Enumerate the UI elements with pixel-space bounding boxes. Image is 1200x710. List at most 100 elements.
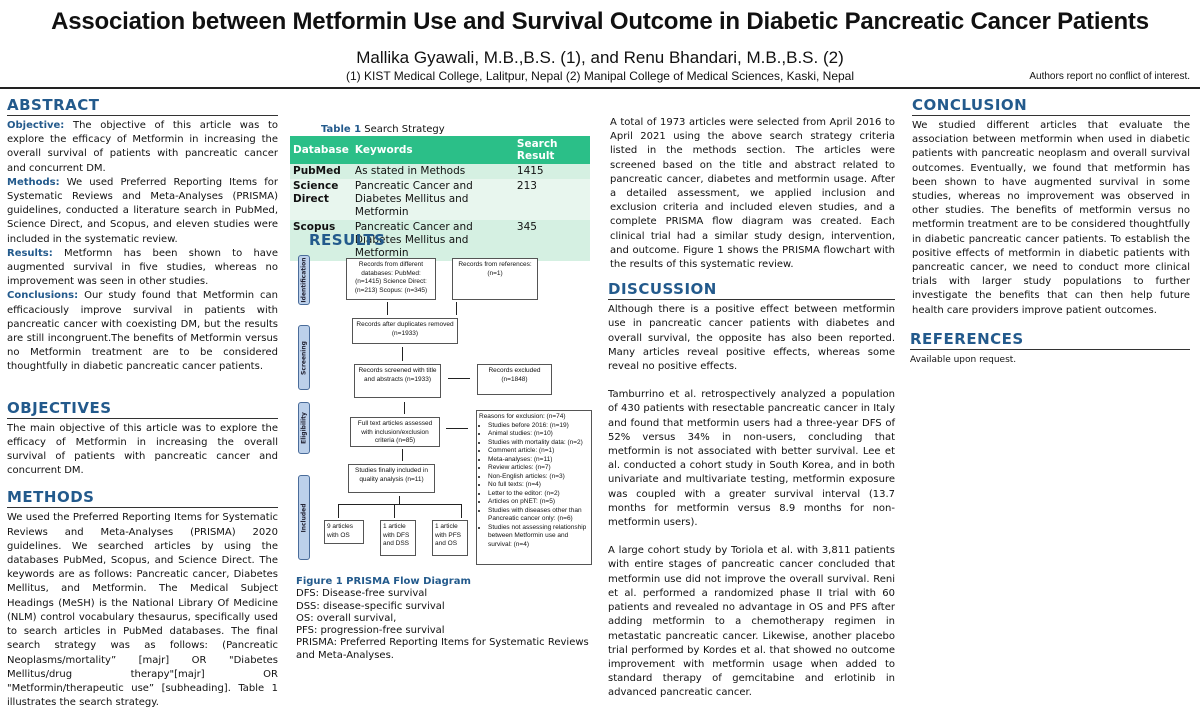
stage-screening: Screening [298, 325, 310, 390]
legend-item: PFS: progression-free survival [296, 625, 445, 637]
search-strategy-table: Database Keywords Search Result PubMed As s… [290, 136, 590, 261]
discussion-paragraph: Although there is a positive effect betw… [608, 304, 895, 373]
text: We used Preferred Reporting Items for Sy… [7, 176, 278, 245]
conflict-statement: Authors report no conflict of interest. [1029, 71, 1190, 82]
discussion-section: DISCUSSION Although there is a positive … [608, 280, 895, 700]
objectives-section: OBJECTIVES The main objective of this ar… [7, 399, 278, 479]
reasons-list: Studies before 2016: (n=19)Animal studie… [479, 422, 589, 550]
affiliations: (1) KIST Medical College, Lalitpur, Nepa… [345, 69, 855, 83]
discussion-heading: DISCUSSION [608, 280, 895, 301]
box-excluded: Records excluded (n=1848) [477, 364, 552, 395]
box-outcome-dfs-dss: 1 article with DFS and DSS [380, 520, 416, 556]
figure-title: Figure 1 PRISMA Flow Diagram [296, 576, 471, 587]
conclusion-heading: CONCLUSION [912, 96, 1190, 116]
methods-text: We used the Preferred Reporting Items fo… [7, 512, 278, 709]
label: Results: [7, 247, 53, 259]
table-row: Science Direct Pancreatic Cancer and Diab… [290, 179, 590, 220]
exclusion-reason: Studies not assessing relationship betwe… [488, 524, 589, 550]
exclusion-reason: Studies with diseases other than Pancrea… [488, 507, 589, 524]
arrow-icon [456, 302, 457, 315]
arrow-icon [338, 504, 339, 518]
legend-item: DSS: disease-specific survival [296, 600, 445, 612]
box-screened: Records screened with title and abstract… [354, 364, 441, 398]
column-3: A total of 1973 articles were selected f… [608, 116, 895, 701]
figure-caption: Figure 1 PRISMA Flow Diagram DFS: Diseas… [296, 576, 591, 662]
arrow-icon [404, 402, 405, 414]
exclusion-reason: Studies before 2016: (n=19) [488, 422, 589, 431]
exclusion-reason: Articles on pNET: (n=5) [488, 498, 589, 507]
cell: As stated in Methods [351, 164, 514, 179]
discussion-paragraph: A large cohort study by Toriola et al. w… [608, 545, 895, 699]
arrow-icon [461, 504, 462, 518]
arrow-icon [402, 449, 403, 461]
methods-heading: METHODS [7, 488, 278, 509]
table-caption: Table 1 Search Strategy [321, 117, 445, 136]
legend-item: OS: overall survival, [296, 612, 397, 624]
reasons-title: Reasons for exclusion: (n=74) [479, 413, 566, 420]
table-row: PubMed As stated in Methods 1415 [290, 164, 590, 179]
box-after-duplicates: Records after duplicates removed (n=1933… [352, 318, 458, 344]
box-outcome-pfs-os: 1 article with PFS and OS [432, 520, 468, 556]
stage-label: Identification [300, 257, 308, 303]
exclusion-reason: Non-English articles: (n=3) [488, 473, 589, 482]
stage-label: Eligibility [300, 412, 308, 444]
arrow-icon [394, 504, 395, 518]
label: Objective: [7, 120, 65, 131]
discussion-paragraph: Tamburrino et al. retrospectively analyz… [608, 389, 895, 529]
references-section: REFERENCES Available upon request. [910, 330, 1190, 365]
cell: Science Direct [290, 179, 352, 220]
abstract-methods: Methods: We used Preferred Reporting Ite… [7, 176, 278, 247]
cell: 345 [513, 220, 590, 261]
connector-line [399, 496, 400, 504]
stage-label: Included [300, 502, 308, 533]
arrow-icon [402, 347, 403, 361]
header-cell: Search Result [513, 136, 590, 164]
label: Methods: [7, 176, 60, 188]
exclusion-reason: Review articles: (n=7) [488, 464, 589, 473]
arrow-icon [387, 302, 388, 315]
stage-label: Screening [300, 340, 308, 375]
cell: 1415 [513, 164, 590, 179]
exclusion-reason: Comment article: (n=1) [488, 447, 589, 456]
conclusion-text: We studied different articles that evalu… [912, 120, 1190, 316]
box-exclusion-reasons: Reasons for exclusion: (n=74) Studies be… [476, 410, 592, 565]
cell: 213 [513, 179, 590, 220]
box-outcome-os: 9 articles with OS [324, 520, 364, 544]
label: Conclusions: [7, 290, 79, 302]
table-header-row: Database Keywords Search Result [290, 136, 590, 164]
box-full-text: Full text articles assessed with inclusi… [350, 417, 440, 447]
objectives-heading: OBJECTIVES [7, 399, 278, 419]
cell: Pancreatic Cancer and Diabetes Mellitus … [351, 179, 514, 220]
results-text: A total of 1973 articles were selected f… [610, 117, 895, 271]
methods-section: METHODS We used the Preferred Reporting … [7, 488, 278, 710]
header-cell: Keywords [351, 136, 514, 164]
legend-item: PRISMA: Preferred Reporting Items for Sy… [296, 637, 589, 661]
exclusion-reason: Animal studies: (n=10) [488, 430, 589, 439]
box-included: Studies finally included in quality anal… [348, 464, 435, 493]
results-heading: RESULTS [309, 231, 386, 249]
table-number: Table 1 [321, 124, 362, 135]
conclusion-section: CONCLUSION We studied different articles… [912, 96, 1190, 318]
cell: PubMed [290, 164, 352, 179]
authors: Mallika Gyawali, M.B.,B.S. (1), and Renu… [356, 48, 844, 67]
cell: Scopus [290, 220, 352, 261]
abstract-objective: Objective: The objective of this article… [7, 119, 278, 176]
abstract-conclusions: Conclusions: Our study found that Metfor… [7, 289, 278, 374]
stage-identification: Identification [298, 255, 310, 305]
connector-line [338, 504, 462, 505]
legend-item: DFS: Disease-free survival [296, 588, 428, 600]
stage-eligibility: Eligibility [298, 402, 310, 454]
references-heading: REFERENCES [910, 330, 1190, 350]
column-4: CONCLUSION We studied different articles… [910, 96, 1190, 365]
text: Our study found that Metformin can effic… [7, 290, 278, 373]
column-1: ABSTRACT Objective: The objective of thi… [7, 96, 278, 710]
exclusion-reason: Letter to the editor: (n=2) [488, 490, 589, 499]
arrow-icon [446, 428, 468, 429]
box-reference-records: Records from references: (n=1) [452, 258, 538, 300]
abstract-heading: ABSTRACT [7, 96, 278, 116]
objectives-text: The main objective of this article was t… [7, 422, 278, 477]
text: The objective of this article was to exp… [7, 120, 278, 174]
stage-included: Included [298, 475, 310, 560]
exclusion-reason: No full texts: (n=4) [488, 481, 589, 490]
abstract-section: ABSTRACT Objective: The objective of thi… [7, 96, 278, 375]
